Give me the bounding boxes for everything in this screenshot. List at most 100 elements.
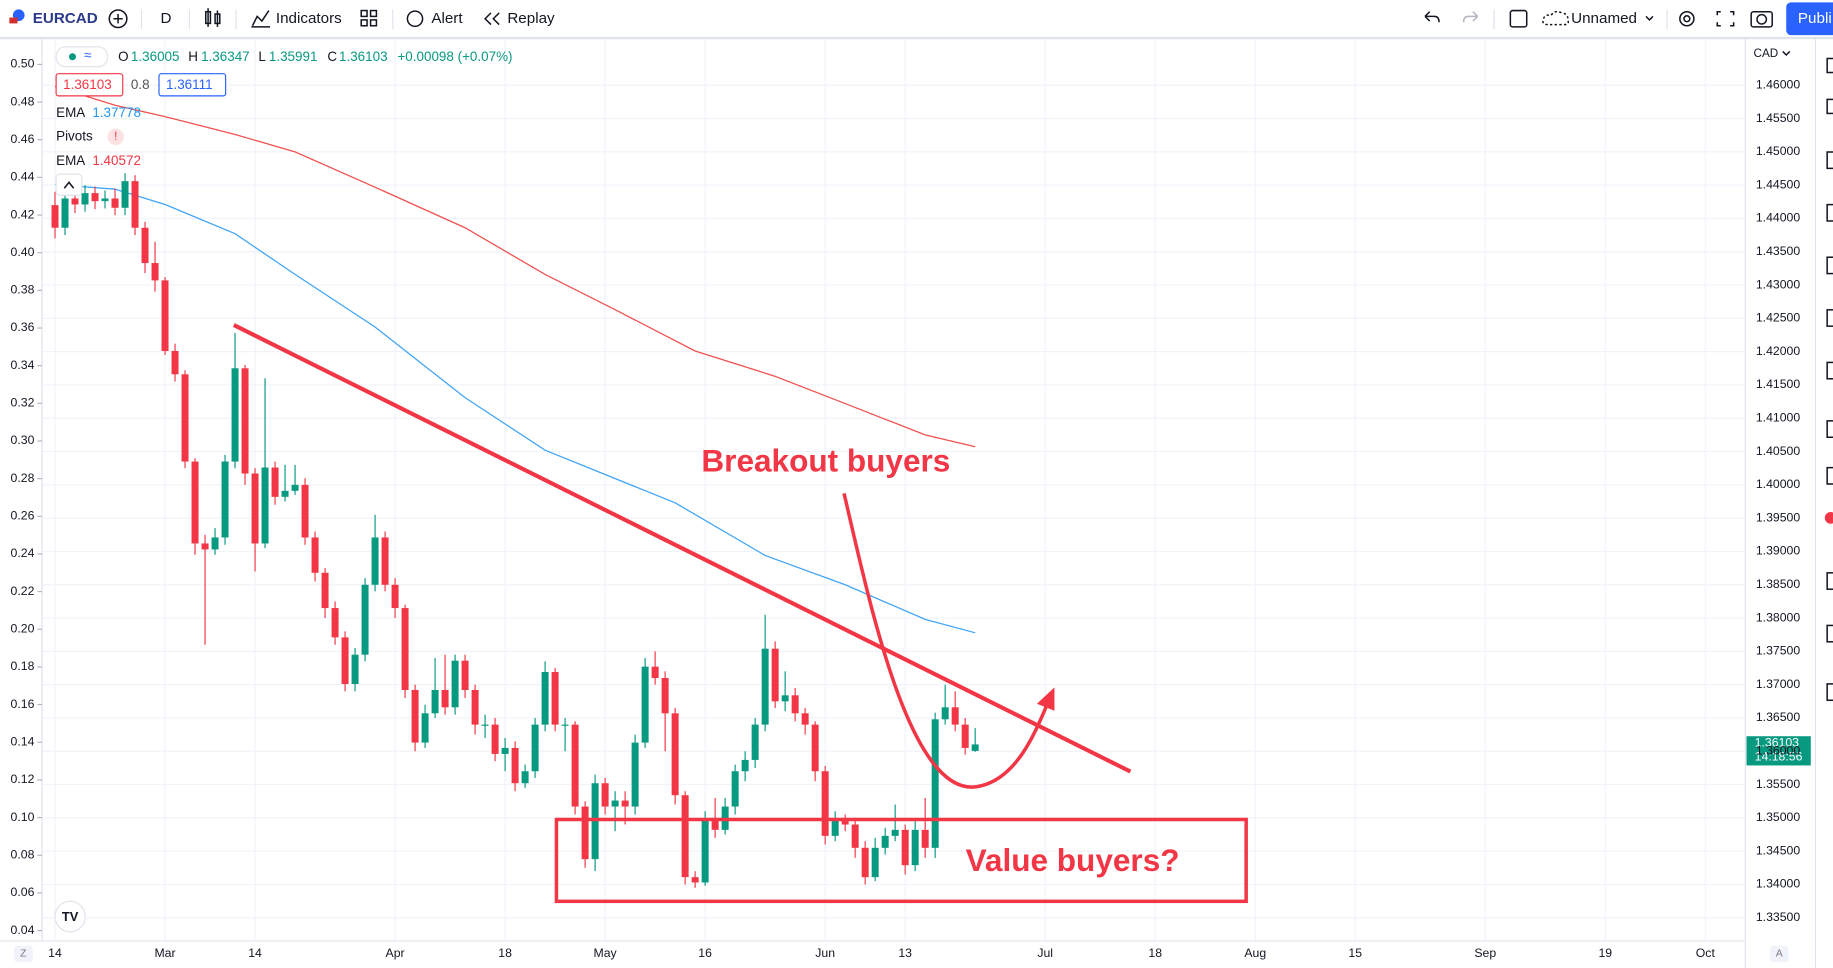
y-tick-label: 1.45500 xyxy=(1756,111,1801,125)
y2-tick-label: 0.22 xyxy=(11,584,35,598)
candle-body xyxy=(231,368,239,462)
y-tick-label: 1.40500 xyxy=(1756,444,1801,458)
replay-button[interactable]: Replay xyxy=(507,10,555,27)
candle-body xyxy=(851,824,859,848)
arrow-head xyxy=(1036,687,1055,711)
legend-pill[interactable] xyxy=(55,46,109,68)
candle-body xyxy=(651,666,659,678)
candle-body xyxy=(391,584,399,609)
candle-body xyxy=(491,724,499,754)
indicators-icon xyxy=(251,10,271,28)
redo[interactable] xyxy=(1462,11,1479,23)
candle-body xyxy=(381,537,389,585)
indicator-name: Pivots xyxy=(56,128,93,143)
tv-logo[interactable] xyxy=(54,900,86,933)
legend-key: L xyxy=(258,49,266,64)
y-tick-label: 1.39500 xyxy=(1756,510,1801,524)
candle-body xyxy=(541,672,549,725)
x-tick-label: Jul xyxy=(1037,946,1053,960)
x-tick-label: 14 xyxy=(248,946,262,960)
chevron xyxy=(1782,50,1791,57)
add-symbol[interactable] xyxy=(108,9,128,29)
ask-box[interactable] xyxy=(158,73,227,97)
interval[interactable]: D xyxy=(161,10,172,27)
candle-body xyxy=(601,783,609,807)
settings-icon[interactable] xyxy=(1679,10,1695,27)
candle-body xyxy=(61,198,69,228)
warning-icon[interactable] xyxy=(107,128,124,145)
fullscreen-icon[interactable] xyxy=(1716,10,1735,27)
y2-tick-label: 0.44 xyxy=(11,170,35,184)
tv-logo-mark: TV xyxy=(62,909,79,924)
chevron xyxy=(63,181,75,189)
sidebar-icons[interactable] xyxy=(1826,57,1833,702)
undo[interactable] xyxy=(1424,11,1440,23)
publish-button[interactable] xyxy=(1786,2,1833,36)
candle-body xyxy=(861,847,869,878)
currency: CAD xyxy=(1754,47,1779,60)
select-icon[interactable] xyxy=(1509,9,1528,28)
a-button[interactable] xyxy=(1769,945,1789,963)
z-label: Z xyxy=(20,948,27,960)
candle-body xyxy=(471,689,479,725)
y-tick-label: 1.44500 xyxy=(1756,177,1801,191)
camera-icon[interactable] xyxy=(1750,10,1773,28)
right-panel xyxy=(1815,38,1833,968)
curve-arrow[interactable] xyxy=(842,492,1050,789)
layout-name[interactable]: Unnamed xyxy=(1571,10,1637,27)
legend-key: O xyxy=(118,49,128,64)
x-tick-label: Apr xyxy=(386,946,405,960)
x-tick-label: Mar xyxy=(154,946,175,960)
value-box[interactable] xyxy=(554,817,1248,904)
candle-body xyxy=(641,666,649,743)
candle-body xyxy=(741,759,749,772)
candle-body xyxy=(481,724,489,726)
candle-body xyxy=(181,374,189,462)
indicator-value: 1.40572 xyxy=(92,153,141,168)
candle-body xyxy=(781,695,789,702)
candle-body xyxy=(461,660,469,690)
candle-body xyxy=(901,829,909,866)
candle-body xyxy=(661,677,669,714)
candle-body xyxy=(401,608,409,690)
legend-change: +0.00098 (+0.07%) xyxy=(397,49,512,64)
candle-body xyxy=(361,584,369,655)
trend-line[interactable] xyxy=(232,323,1132,774)
y-tick-label: 1.38000 xyxy=(1756,610,1801,624)
z-button[interactable] xyxy=(14,945,33,963)
x-tick-label: 13 xyxy=(898,946,912,960)
candle-type-icon[interactable] xyxy=(204,8,221,27)
replay-icon xyxy=(484,12,500,26)
y2-tick-label: 0.32 xyxy=(11,396,35,410)
y2-tick-label: 0.10 xyxy=(11,810,35,824)
toolbar-bg xyxy=(0,0,1833,38)
y-tick-label: 1.41000 xyxy=(1756,410,1801,424)
symbol[interactable]: EURCAD xyxy=(33,10,98,27)
bid-box[interactable] xyxy=(55,73,124,97)
indicators-button[interactable]: Indicators xyxy=(276,10,342,27)
y2-tick-label: 0.08 xyxy=(11,847,35,861)
candle-body xyxy=(421,713,429,743)
ask: 1.36111 xyxy=(166,77,213,92)
candle-body xyxy=(281,490,289,497)
candle-body xyxy=(771,648,779,702)
candle-body xyxy=(171,350,179,375)
candle-body xyxy=(151,263,159,281)
candle-body xyxy=(411,689,419,743)
candle-body xyxy=(111,198,119,208)
y-tick-label: 1.38500 xyxy=(1756,577,1801,591)
y2-tick-label: 0.38 xyxy=(11,283,35,297)
y-tick-label: 1.35000 xyxy=(1756,810,1801,824)
settings-center xyxy=(1683,15,1691,23)
templates-icon[interactable] xyxy=(360,9,378,27)
alert-button[interactable]: Alert xyxy=(431,10,463,27)
y2-tick-label: 0.46 xyxy=(11,132,35,146)
candle-body xyxy=(121,181,129,208)
collapse-button[interactable] xyxy=(55,173,83,196)
y2-tick-label: 0.14 xyxy=(11,734,35,748)
chevron[interactable] xyxy=(1645,15,1654,21)
price-label-box xyxy=(1746,736,1811,766)
wave-icon: ≈ xyxy=(84,48,91,63)
